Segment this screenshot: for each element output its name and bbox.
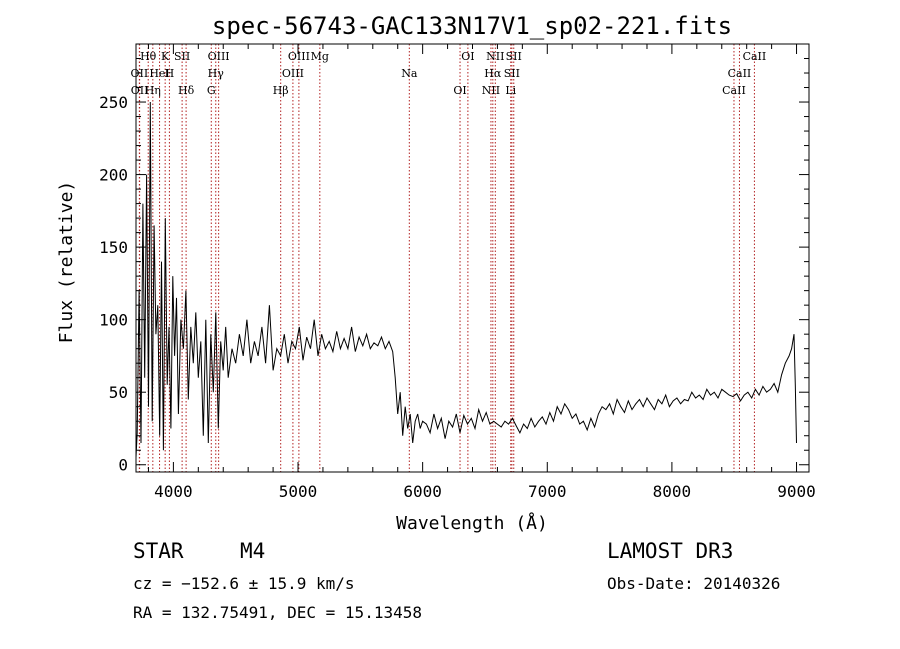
line-label-15: Mg xyxy=(311,50,329,63)
line-label-9: OIII xyxy=(208,50,230,63)
line-label-14: Hβ xyxy=(273,84,289,97)
y-axis-label: Flux (relative) xyxy=(56,181,77,344)
survey-name: LAMOST DR3 xyxy=(607,539,734,563)
x-tick-label-0: 4000 xyxy=(154,482,193,501)
line-label-16: Na xyxy=(401,67,418,80)
line-label-3: K xyxy=(161,50,170,63)
y-axis-ticks: 0 50 100 150 200 250 xyxy=(99,58,809,475)
line-label-21: NII xyxy=(486,50,504,63)
x-tick-label-5: 9000 xyxy=(777,482,816,501)
plot-frame xyxy=(135,43,810,473)
line-label-4: HeI xyxy=(149,67,169,80)
line-label-19: Hα xyxy=(484,67,502,80)
line-label-13: OIII xyxy=(282,67,304,80)
x-tick-label-2: 6000 xyxy=(403,482,442,501)
line-label-17: OI xyxy=(453,84,466,97)
line-label-2: OII xyxy=(131,84,149,97)
y-tick-label-1: 50 xyxy=(109,383,128,402)
spectral-line-markers xyxy=(138,44,755,472)
x-tick-label-1: 5000 xyxy=(279,482,318,501)
line-label-22: SII xyxy=(504,67,520,80)
chart-title: spec-56743-GAC133N17V1_sp02-221.fits xyxy=(212,12,732,40)
x-tick-label-4: 8000 xyxy=(653,482,692,501)
line-label-10: Hγ xyxy=(208,67,225,80)
y-tick-label-4: 200 xyxy=(99,166,128,185)
line-label-12: OIII xyxy=(288,50,310,63)
y-tick-label-0: 0 xyxy=(118,456,128,475)
line-label-6: SII xyxy=(174,50,190,63)
redshift-velocity: cz = −152.6 ± 15.9 km/s xyxy=(133,574,355,593)
observation-date: Obs-Date: 20140326 xyxy=(607,574,781,593)
line-label-25: CaII xyxy=(728,67,752,80)
x-tick-label-3: 7000 xyxy=(528,482,567,501)
object-class: STAR xyxy=(133,539,184,563)
line-label-20: NII xyxy=(482,84,500,97)
x-axis-ticks: 4000 5000 6000 7000 8000 9000 xyxy=(147,44,816,501)
line-label-0: Hθ xyxy=(140,50,157,63)
line-label-18: OI xyxy=(461,50,474,63)
line-label-11: G xyxy=(207,84,216,97)
coordinates: RA = 132.75491, DEC = 15.13458 xyxy=(133,603,422,622)
line-label-8: Hδ xyxy=(178,84,195,97)
line-label-27: CaII xyxy=(743,50,767,63)
y-tick-label-3: 150 xyxy=(99,238,128,257)
flux-series-line xyxy=(135,101,797,458)
line-label-26: CaII xyxy=(722,84,746,97)
y-tick-label-2: 100 xyxy=(99,311,128,330)
line-label-23: Li xyxy=(505,84,516,97)
y-tick-label-5: 250 xyxy=(99,93,128,112)
x-axis-label: Wavelength (Å) xyxy=(396,512,548,534)
line-label-7: H xyxy=(165,67,175,80)
line-label-24: SII xyxy=(506,50,522,63)
object-subclass: M4 xyxy=(240,539,266,563)
spectral-line-labels: HθOIIOIIKHeIHηSIIHHδOIIIHγGOIIIOIIIHβMgN… xyxy=(131,50,767,97)
line-label-5: Hη xyxy=(145,84,161,97)
